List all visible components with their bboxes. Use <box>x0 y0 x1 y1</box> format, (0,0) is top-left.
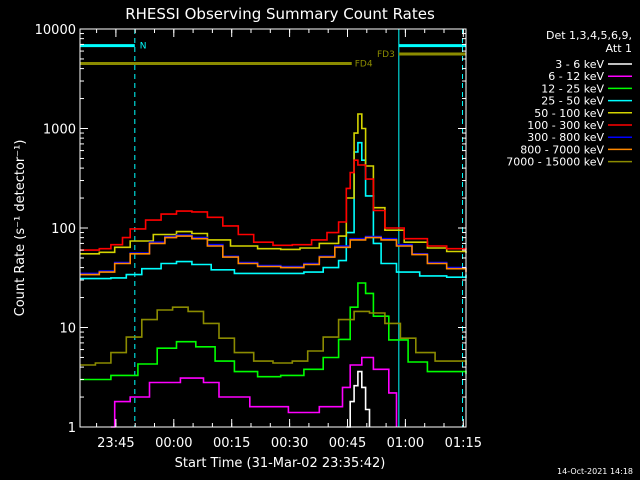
series-layer <box>80 113 467 428</box>
legend-label: 3 - 6 keV <box>555 58 604 71</box>
y-tick-label: 10000 <box>35 23 76 38</box>
y-axis-label: Count Rate (s⁻¹ detector⁻¹) <box>13 140 28 317</box>
legend-label: 12 - 25 keV <box>541 82 604 95</box>
legend-label: 800 - 7000 keV <box>520 143 604 156</box>
series-line-7 <box>80 235 467 276</box>
annotation-label-fd4: FD4 <box>355 60 373 70</box>
x-tick-label: 00:45 <box>329 436 366 451</box>
y-tick-label: 100 <box>51 222 76 237</box>
series-line-1 <box>110 356 398 428</box>
series-line-3 <box>80 141 467 280</box>
x-axis-label: Start Time (31-Mar-02 23:35:42) <box>175 456 386 471</box>
x-tick-label: 23:45 <box>97 436 134 451</box>
series-line-5 <box>80 159 467 251</box>
annotation-label-night: N <box>140 42 147 52</box>
x-tick-group: 23:45 00:00 00:15 00:30 00:45 01:00 01:15 <box>96 29 482 451</box>
legend-label: 100 - 300 keV <box>527 119 604 132</box>
x-tick-label: 00:00 <box>155 436 192 451</box>
x-tick-label: 01:00 <box>387 436 424 451</box>
generated-timestamp: 14-Oct-2021 14:18 <box>557 467 633 476</box>
y-tick-group: 1 10 100 1000 10000 <box>35 23 466 436</box>
series-line-4 <box>80 113 467 255</box>
chart-title: RHESSI Observing Summary Count Rates <box>125 5 435 23</box>
series-line-8 <box>80 306 467 366</box>
y-tick-label: 10 <box>59 322 76 337</box>
x-tick-label: 00:15 <box>213 436 250 451</box>
x-tick-label: 01:15 <box>445 436 482 451</box>
legend-label: 50 - 100 keV <box>534 107 604 120</box>
legend-header-line-1: Det 1,3,4,5,6,9, <box>546 29 632 42</box>
legend-label: 7000 - 15000 keV <box>506 156 604 169</box>
legend-header-line-2: Att 1 <box>606 42 632 55</box>
legend-label: 25 - 50 keV <box>541 95 604 108</box>
series-line-0 <box>346 370 371 428</box>
annotation-label-fd3: FD3 <box>377 50 395 60</box>
x-tick-label: 00:30 <box>271 436 308 451</box>
y-tick-label: 1 <box>68 421 76 436</box>
legend-label: 6 - 12 keV <box>548 70 604 83</box>
legend-label: 300 - 800 keV <box>527 131 604 144</box>
y-tick-label: 1000 <box>43 123 76 138</box>
